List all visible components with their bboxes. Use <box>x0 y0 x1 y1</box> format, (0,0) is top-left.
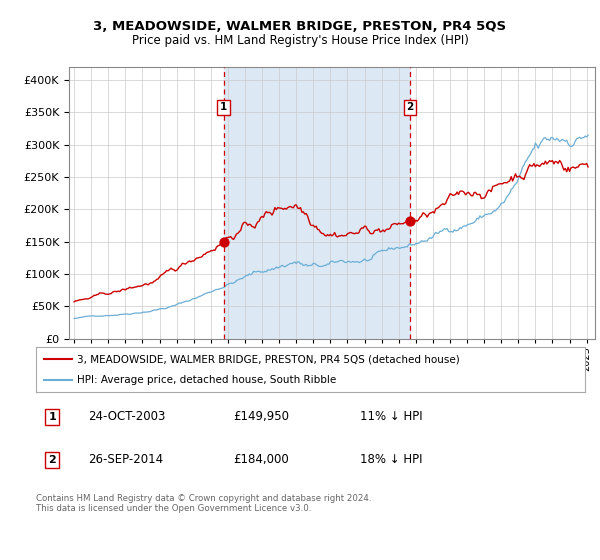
Text: £149,950: £149,950 <box>233 410 290 423</box>
Text: 2: 2 <box>406 102 414 113</box>
Text: 11% ↓ HPI: 11% ↓ HPI <box>360 410 422 423</box>
Text: 1: 1 <box>220 102 227 113</box>
Text: 24-OCT-2003: 24-OCT-2003 <box>88 410 166 423</box>
Text: 1: 1 <box>49 412 56 422</box>
Bar <box>224 67 410 339</box>
Point <box>219 237 229 246</box>
Text: 3, MEADOWSIDE, WALMER BRIDGE, PRESTON, PR4 5QS: 3, MEADOWSIDE, WALMER BRIDGE, PRESTON, P… <box>94 20 506 32</box>
Text: 3, MEADOWSIDE, WALMER BRIDGE, PRESTON, PR4 5QS (detached house): 3, MEADOWSIDE, WALMER BRIDGE, PRESTON, P… <box>77 354 460 365</box>
Text: £184,000: £184,000 <box>233 454 289 466</box>
Text: 2: 2 <box>49 455 56 465</box>
Text: HPI: Average price, detached house, South Ribble: HPI: Average price, detached house, Sout… <box>77 375 337 385</box>
Text: Contains HM Land Registry data © Crown copyright and database right 2024.
This d: Contains HM Land Registry data © Crown c… <box>36 494 371 514</box>
Point <box>406 216 415 225</box>
Text: 26-SEP-2014: 26-SEP-2014 <box>88 454 163 466</box>
Text: Price paid vs. HM Land Registry's House Price Index (HPI): Price paid vs. HM Land Registry's House … <box>131 34 469 46</box>
Text: 18% ↓ HPI: 18% ↓ HPI <box>360 454 422 466</box>
